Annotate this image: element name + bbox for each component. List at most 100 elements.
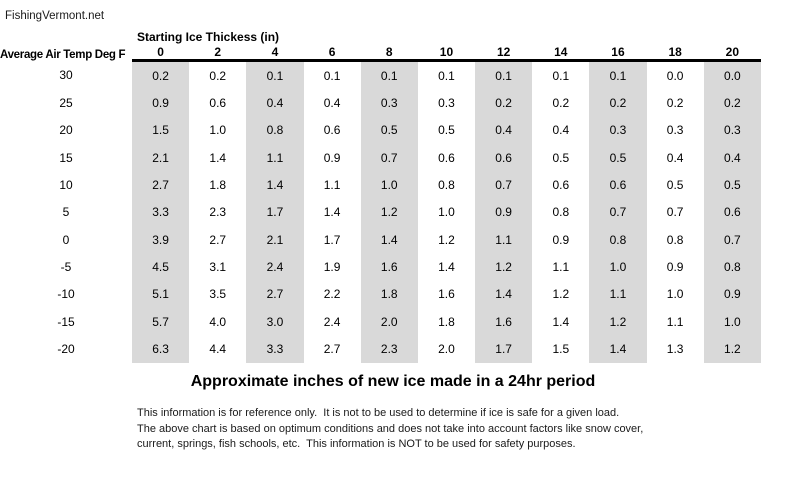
cell-value: 1.2: [438, 232, 455, 247]
cell-value: 2.1: [246, 226, 304, 254]
column-header-20: 20: [703, 44, 761, 62]
cell-value: 0.1: [246, 60, 304, 90]
cell-value: 0.8: [438, 178, 455, 193]
cell-value: 4.5: [132, 253, 190, 281]
cell-value: 0.4: [323, 96, 341, 111]
cell-value: 1.1: [475, 226, 533, 254]
cell-value: 0.0: [703, 60, 761, 90]
cell-value: 0.5: [703, 171, 761, 199]
cell-value: 0.3: [703, 116, 761, 145]
cell-value: 1.1: [589, 280, 647, 309]
cell-value: 5.7: [132, 308, 190, 336]
cell-value: 1.4: [209, 150, 227, 165]
cell-value: 1.0: [360, 171, 418, 199]
table-row: 20 1.5 1.0 0.8 0.6 0.5 0.5 0.4 0.4 0.3 0.3 0.3: [0, 116, 761, 145]
cell-value: 0.3: [360, 89, 418, 117]
cell-value: 1.7: [246, 198, 304, 227]
row-header-temp: -20: [57, 342, 75, 357]
cell-value: 0.0: [666, 68, 684, 83]
cell-value: 2.3: [209, 205, 227, 220]
cell-value: 2.4: [246, 253, 304, 281]
cell-value: 0.8: [246, 116, 304, 145]
cell-value: 0.6: [552, 178, 570, 193]
cell-value: 0.4: [703, 144, 761, 172]
cell-value: 1.2: [475, 253, 533, 281]
cell-value: 0.8: [552, 205, 570, 220]
cell-value: 0.6: [589, 171, 647, 199]
cell-value: 0.1: [360, 60, 418, 90]
cell-value: 0.7: [703, 226, 761, 254]
table-body: 30 0.2 0.2 0.1 0.1 0.1 0.1 0.1 0.1 0.1 0.0 0.0 25 0.9…: [0, 60, 761, 363]
cell-value: 1.2: [360, 198, 418, 227]
cell-value: 1.6: [438, 287, 455, 302]
cell-value: 0.6: [438, 150, 455, 165]
table-row: -20 6.3 4.4 3.3 2.7 2.3 2.0 1.7 1.5 1.4 1.3 1.2: [0, 335, 761, 363]
cell-value: 2.0: [438, 342, 455, 357]
cell-value: 0.2: [209, 68, 227, 83]
cell-value: 0.5: [438, 123, 455, 138]
cell-value: 1.7: [475, 335, 533, 363]
disclaimer-text: This information is for reference only. …: [137, 406, 643, 453]
cell-value: 1.0: [666, 287, 684, 302]
column-header-4: 4: [246, 44, 304, 62]
cell-value: 0.5: [666, 178, 684, 193]
row-header-temp: -10: [57, 287, 75, 302]
cell-value: 0.9: [132, 89, 190, 117]
row-group-label: Average Air Temp Deg F: [0, 48, 126, 61]
row-header-temp: 20: [59, 123, 73, 138]
cell-value: 1.4: [438, 260, 455, 275]
cell-value: 0.3: [666, 123, 684, 138]
cell-value: 1.4: [589, 335, 647, 363]
row-header-temp: 25: [59, 96, 73, 111]
cell-value: 1.4: [475, 280, 533, 309]
row-header-temp: 15: [59, 150, 73, 165]
cell-value: 1.2: [589, 308, 647, 336]
table-row: 15 2.1 1.4 1.1 0.9 0.7 0.6 0.6 0.5 0.5 0.4 0.4: [0, 144, 761, 172]
cell-value: 1.4: [246, 171, 304, 199]
cell-value: 0.1: [589, 60, 647, 90]
cell-value: 1.5: [132, 116, 190, 145]
cell-value: 2.7: [209, 232, 227, 247]
cell-value: 1.4: [360, 226, 418, 254]
cell-value: 0.6: [209, 96, 227, 111]
cell-value: 0.2: [475, 89, 533, 117]
cell-value: 0.1: [438, 68, 455, 83]
cell-value: 1.4: [552, 314, 570, 329]
cell-value: 2.1: [132, 144, 190, 172]
column-header-8: 8: [360, 44, 418, 62]
cell-value: 0.9: [703, 280, 761, 309]
row-header-temp: -15: [57, 314, 75, 329]
table-row: -10 5.1 3.5 2.7 2.2 1.8 1.6 1.4 1.2 1.1 1.0 0.9: [0, 280, 761, 309]
cell-value: 1.8: [209, 178, 227, 193]
row-header-temp: -5: [60, 260, 72, 275]
cell-value: 2.4: [323, 314, 341, 329]
cell-value: 1.2: [552, 287, 570, 302]
cell-value: 0.2: [589, 89, 647, 117]
cell-value: 0.2: [552, 96, 570, 111]
cell-value: 1.3: [666, 342, 684, 357]
row-header-temp: 0: [62, 232, 70, 247]
table-row: 10 2.7 1.8 1.4 1.1 1.0 0.8 0.7 0.6 0.6 0.5 0.5: [0, 171, 761, 199]
row-header-temp: 5: [62, 205, 70, 220]
ice-growth-table: Average Air Temp Deg F 0 2 4 6 8 10 12 14 16 18 20…: [0, 44, 761, 363]
table-row: 0 3.9 2.7 2.1 1.7 1.4 1.2 1.1 0.9 0.8 0.8 0.7: [0, 226, 761, 254]
cell-value: 0.8: [589, 226, 647, 254]
cell-value: 0.5: [552, 150, 570, 165]
cell-value: 3.5: [209, 287, 227, 302]
cell-value: 3.1: [209, 260, 227, 275]
site-logo-text: FishingVermont.net: [5, 10, 105, 22]
table-row: 25 0.9 0.6 0.4 0.4 0.3 0.3 0.2 0.2 0.2 0.2 0.2: [0, 89, 761, 117]
column-header-6: 6: [303, 44, 361, 62]
cell-value: 1.6: [360, 253, 418, 281]
cell-value: 0.6: [323, 123, 341, 138]
cell-value: 0.1: [475, 60, 533, 90]
cell-value: 0.7: [589, 198, 647, 227]
cell-value: 1.0: [438, 205, 455, 220]
cell-value: 2.7: [132, 171, 190, 199]
cell-value: 0.5: [589, 144, 647, 172]
cell-value: 2.3: [360, 335, 418, 363]
cell-value: 0.2: [666, 96, 684, 111]
cell-value: 1.0: [703, 308, 761, 336]
cell-value: 1.1: [552, 260, 570, 275]
